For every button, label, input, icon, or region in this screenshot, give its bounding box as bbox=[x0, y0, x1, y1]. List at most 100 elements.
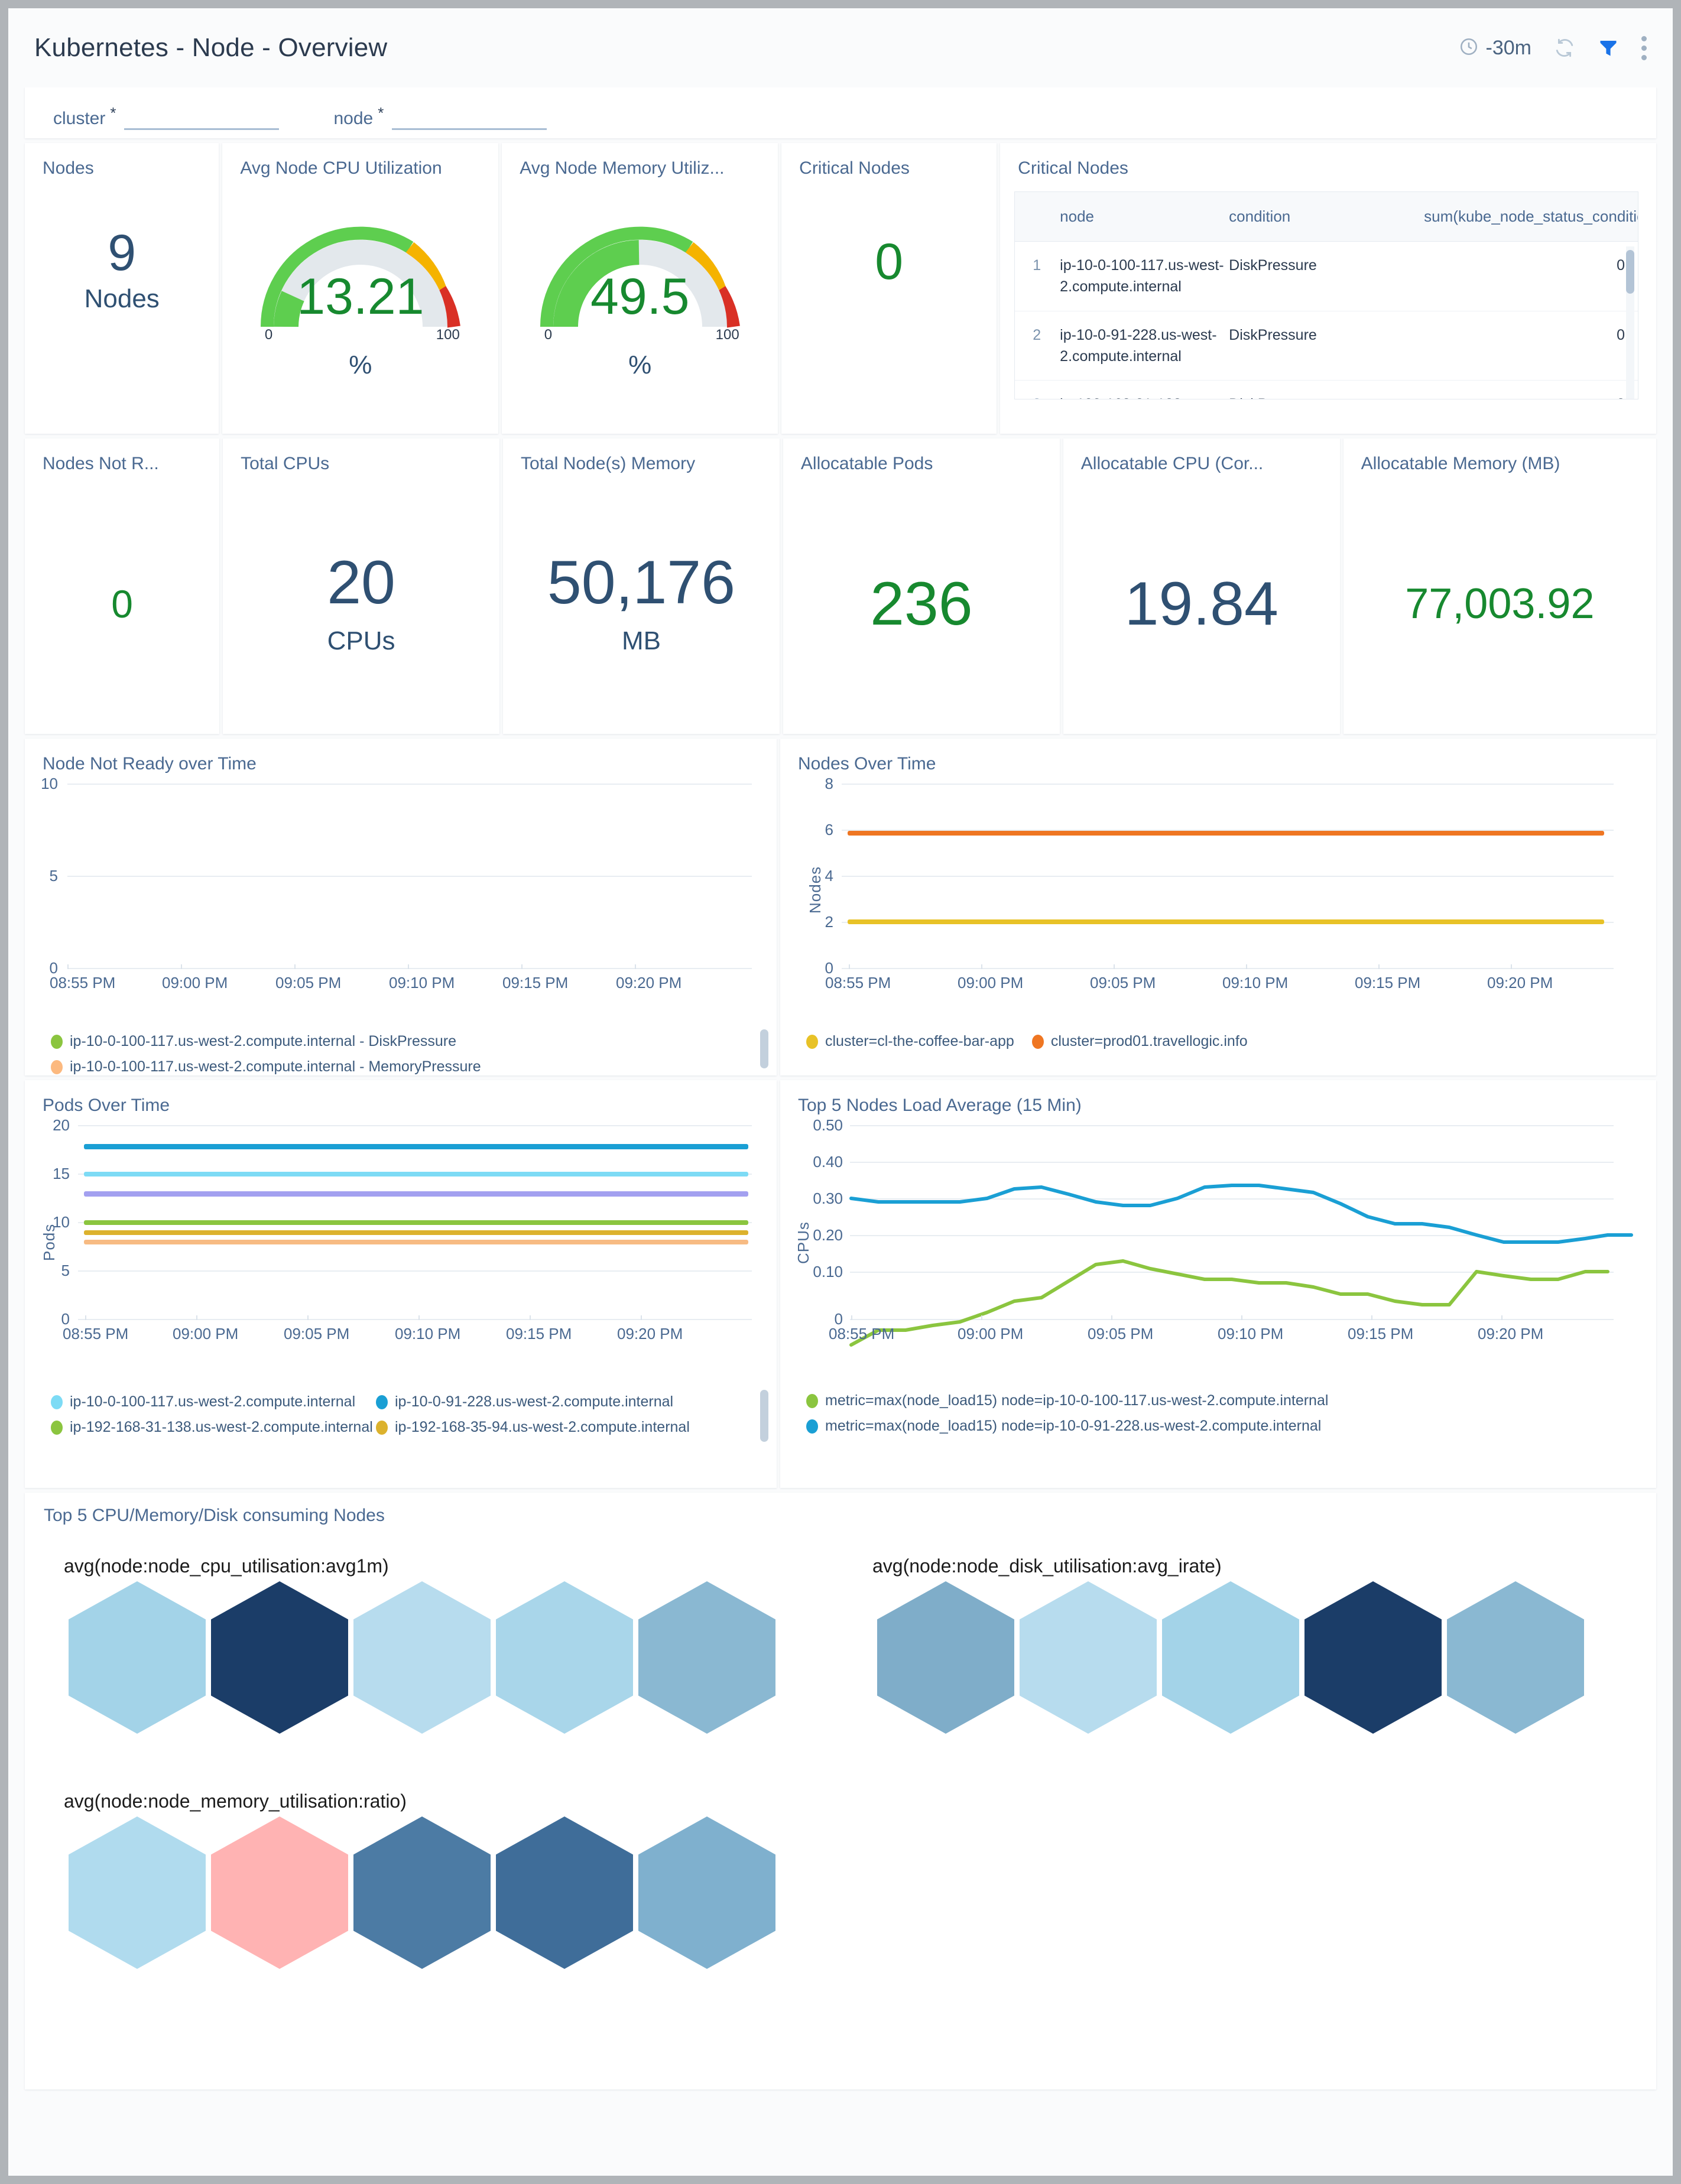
filter-icon[interactable] bbox=[1598, 37, 1619, 58]
hex-cell[interactable] bbox=[69, 1581, 206, 1734]
legend-item[interactable]: metric=max(node_load15) node=ip-10-0-100… bbox=[806, 1392, 1616, 1409]
panel-nodes-not-ready[interactable]: Nodes Not R... 0 bbox=[25, 438, 220, 734]
hex-cell[interactable] bbox=[211, 1581, 348, 1734]
panel-top5-consuming-nodes[interactable]: Top 5 CPU/Memory/Disk consuming Nodes av… bbox=[25, 1493, 1656, 2089]
table-row[interactable]: 2 ip-10-0-91-228.us-west-2.compute.inter… bbox=[1015, 311, 1638, 381]
panel-allocatable-pods[interactable]: Allocatable Pods 236 bbox=[783, 438, 1060, 734]
hex-cell[interactable] bbox=[1162, 1581, 1299, 1734]
legend-scrollbar[interactable] bbox=[760, 1029, 768, 1068]
hex-cell[interactable] bbox=[638, 1581, 775, 1734]
filter-node[interactable]: node * bbox=[333, 105, 547, 130]
panel-avg-cpu-utilization[interactable]: Avg Node CPU Utilization 13.21 0 bbox=[222, 143, 499, 434]
legend-item[interactable]: cluster=prod01.travellogic.info bbox=[1031, 1033, 1248, 1050]
hex-group-label-disk: avg(node:node_disk_utilisation:avg_irate… bbox=[872, 1555, 1222, 1577]
series-line-prod01 bbox=[848, 831, 1604, 836]
panel-allocatable-memory[interactable]: Allocatable Memory (MB) 77,003.92 bbox=[1343, 438, 1657, 734]
kebab-menu-icon[interactable] bbox=[1641, 35, 1647, 60]
ytick-label: 0.20 bbox=[813, 1226, 843, 1244]
hex-cell[interactable] bbox=[496, 1816, 633, 1969]
panel-pods-over-time[interactable]: Pods Over Time Pods 20 15 10 5 0 bbox=[25, 1080, 777, 1488]
memory-gauge: 49.5 0 100 bbox=[540, 214, 741, 343]
xtick bbox=[67, 964, 69, 969]
legend-item[interactable]: metric=max(node_load15) node=ip-10-0-91-… bbox=[806, 1418, 1616, 1435]
legend-color-swatch bbox=[1031, 1034, 1044, 1049]
hex-cell[interactable] bbox=[353, 1581, 491, 1734]
refresh-icon[interactable] bbox=[1554, 37, 1575, 58]
legend-item[interactable]: cluster=cl-the-coffee-bar-app bbox=[806, 1033, 1014, 1050]
panel-total-cpus-title: Total CPUs bbox=[241, 454, 330, 473]
hex-cell[interactable] bbox=[638, 1816, 775, 1969]
kpi-row-1: Nodes 9 Nodes Avg Node CPU Utilization bbox=[25, 143, 1656, 434]
panel-avg-memory-utilization[interactable]: Avg Node Memory Utiliz... 49.5 0 100 bbox=[502, 143, 778, 434]
xtick-label: 08:55 PM bbox=[63, 1325, 129, 1343]
xtick bbox=[1241, 1315, 1242, 1320]
legend-item[interactable]: ip-10-0-100-117.us-west-2.compute.intern… bbox=[51, 1058, 713, 1075]
panel-avg-memory-title: Avg Node Memory Utiliz... bbox=[520, 158, 725, 178]
gridline bbox=[67, 876, 752, 877]
panel-allocatable-cpu-title: Allocatable CPU (Cor... bbox=[1080, 454, 1264, 473]
hex-cell[interactable] bbox=[353, 1816, 491, 1969]
hex-cell[interactable] bbox=[69, 1816, 206, 1969]
time-range-picker[interactable]: -30m bbox=[1459, 37, 1531, 60]
allocatable-memory-value: 77,003.92 bbox=[1405, 580, 1595, 628]
allocatable-pods-body: 236 bbox=[783, 474, 1060, 734]
panel-nodes[interactable]: Nodes 9 Nodes bbox=[25, 143, 219, 434]
xtick bbox=[181, 964, 182, 969]
ytick-label: 10 bbox=[53, 1213, 70, 1231]
panel-critical-nodes-count-title: Critical Nodes bbox=[799, 158, 910, 178]
legend-label: ip-192-168-35-94.us-west-2.compute.inter… bbox=[395, 1419, 690, 1435]
panel-allocatable-cpu[interactable]: Allocatable CPU (Cor... 19.84 bbox=[1063, 438, 1340, 734]
filter-node-input[interactable] bbox=[392, 128, 547, 130]
legend-item[interactable]: ip-10-0-91-228.us-west-2.compute.interna… bbox=[376, 1393, 673, 1410]
legend-label: ip-10-0-100-117.us-west-2.compute.intern… bbox=[70, 1393, 356, 1410]
gridline bbox=[842, 876, 1614, 877]
cpu-gauge-value: 13.21 bbox=[297, 268, 424, 325]
hex-cell[interactable] bbox=[877, 1581, 1014, 1734]
filter-cluster-input[interactable] bbox=[124, 128, 280, 130]
panel-nodes-over-time[interactable]: Nodes Over Time Nodes 8 6 4 2 0 bbox=[780, 739, 1656, 1075]
series-line-ip-10-0-100-117 bbox=[84, 1172, 748, 1176]
xtick bbox=[1371, 1315, 1372, 1320]
cell-node: ip-10-0-100-117.us-west-2.compute.intern… bbox=[1052, 241, 1229, 311]
panel-total-cpus[interactable]: Total CPUs 20 CPUs bbox=[223, 438, 499, 734]
ytick-label: 0.10 bbox=[813, 1263, 843, 1280]
hex-cell[interactable] bbox=[211, 1816, 348, 1969]
hex-cell[interactable] bbox=[1304, 1581, 1442, 1734]
xtick-label: 09:10 PM bbox=[395, 1325, 461, 1343]
legend-item[interactable]: ip-192-168-31-138.us-west-2.compute.inte… bbox=[51, 1419, 373, 1436]
hex-row-memory bbox=[69, 1816, 775, 1969]
gridline bbox=[850, 1319, 1614, 1320]
cpu-gauge-max: 100 bbox=[436, 327, 460, 343]
panel-critical-nodes-table[interactable]: Critical Nodes node condition sum(kube_n… bbox=[1000, 143, 1656, 434]
hex-cell[interactable] bbox=[1020, 1581, 1157, 1734]
cpu-gauge-min: 0 bbox=[264, 327, 273, 343]
legend-label: metric=max(node_load15) node=ip-10-0-91-… bbox=[825, 1418, 1322, 1434]
xtick-label: 09:10 PM bbox=[1218, 1325, 1284, 1343]
panel-node-not-ready-over-time[interactable]: Node Not Ready over Time 10 5 0 08:55 PM… bbox=[25, 739, 777, 1075]
table-scrollbar[interactable] bbox=[1626, 250, 1634, 294]
panel-pods-over-time-title: Pods Over Time bbox=[43, 1096, 170, 1115]
panel-total-node-memory[interactable]: Total Node(s) Memory 50,176 MB bbox=[503, 438, 780, 734]
hex-cell[interactable] bbox=[1447, 1581, 1584, 1734]
table-row[interactable]: 3 ip-192-168-31-138.us-west- DiskPressur… bbox=[1015, 380, 1638, 399]
legend-top5-load-average: metric=max(node_load15) node=ip-10-0-100… bbox=[806, 1392, 1634, 1443]
cpu-gauge-unit: % bbox=[349, 350, 372, 379]
legend-color-swatch bbox=[806, 1419, 818, 1434]
panel-top5-load-average[interactable]: Top 5 Nodes Load Average (15 Min) CPUs 0… bbox=[780, 1080, 1656, 1488]
hex-cell[interactable] bbox=[496, 1581, 633, 1734]
table-row[interactable]: 1 ip-10-0-100-117.us-west-2.compute.inte… bbox=[1015, 241, 1638, 311]
panel-top5-load-average-title: Top 5 Nodes Load Average (15 Min) bbox=[798, 1096, 1082, 1115]
allocatable-cpu-body: 19.84 bbox=[1063, 474, 1340, 734]
legend-item[interactable]: ip-192-168-35-94.us-west-2.compute.inter… bbox=[376, 1419, 690, 1436]
total-cpus-unit: CPUs bbox=[327, 626, 395, 655]
panel-avg-cpu-title: Avg Node CPU Utilization bbox=[240, 158, 442, 178]
legend-item[interactable]: ip-10-0-100-117.us-west-2.compute.intern… bbox=[51, 1393, 358, 1410]
legend-item[interactable]: ip-10-0-100-117.us-west-2.compute.intern… bbox=[51, 1033, 713, 1050]
filter-cluster[interactable]: cluster * bbox=[53, 105, 280, 130]
legend-label: ip-192-168-31-138.us-west-2.compute.inte… bbox=[70, 1419, 373, 1435]
legend-scrollbar[interactable] bbox=[760, 1390, 768, 1442]
chart-pods-over-time: Pods 20 15 10 5 0 bbox=[25, 1116, 777, 1367]
panel-nodes-body: 9 Nodes bbox=[25, 178, 219, 434]
xtick-label: 09:05 PM bbox=[1090, 974, 1156, 992]
panel-critical-nodes-count[interactable]: Critical Nodes 0 bbox=[781, 143, 997, 434]
